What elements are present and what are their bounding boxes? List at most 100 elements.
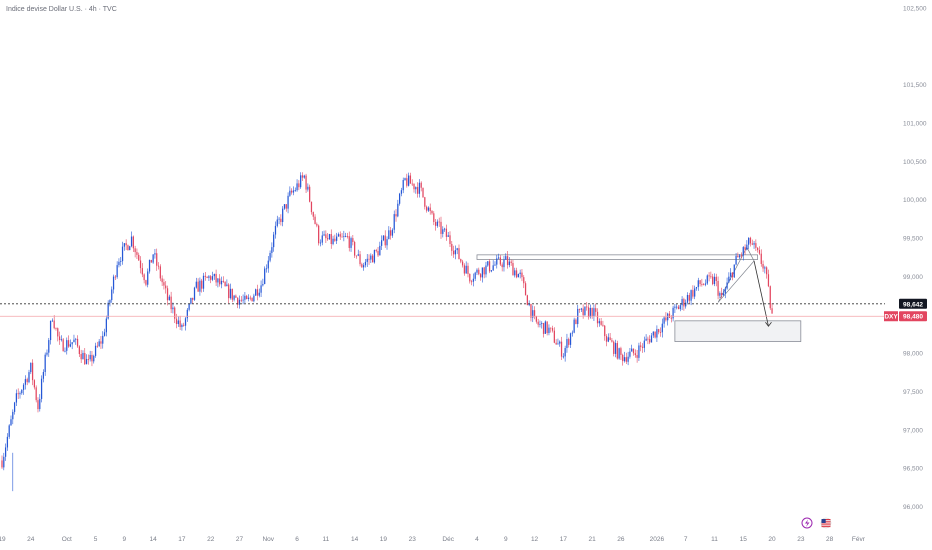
x-tick-label: 14 (150, 536, 158, 543)
candle (310, 201, 313, 215)
candle (67, 335, 70, 348)
candle (51, 318, 54, 322)
candle (746, 240, 748, 251)
candle-body (345, 235, 347, 237)
candle-body (46, 352, 48, 355)
candle-body (222, 280, 224, 282)
candle (22, 383, 25, 395)
candle (73, 334, 75, 343)
candle (728, 272, 730, 283)
candle (53, 315, 55, 330)
candle (616, 340, 618, 360)
candle (219, 274, 221, 287)
candle-body (649, 339, 651, 343)
candle (366, 254, 368, 267)
candle (280, 214, 282, 226)
target-zone (674, 320, 802, 342)
candle (316, 222, 318, 228)
candle (681, 296, 683, 310)
x-tick-label: 4 (475, 536, 479, 543)
candle-body (640, 345, 642, 347)
candle (195, 277, 197, 289)
candle (247, 294, 250, 302)
candle (255, 288, 257, 296)
flash-icon[interactable] (801, 517, 813, 529)
candle (102, 331, 104, 349)
candle-body (253, 295, 255, 302)
candle-body (64, 350, 66, 352)
candle-body (327, 238, 329, 240)
candle-body (397, 203, 399, 217)
candle (150, 259, 152, 263)
candle (336, 232, 338, 244)
candle (105, 315, 107, 337)
candle (622, 353, 624, 366)
candle-body (454, 250, 457, 255)
candle-body (679, 305, 681, 310)
candle-body (613, 341, 615, 354)
candle (672, 305, 674, 322)
candle-body (519, 272, 521, 275)
candle-body (568, 339, 570, 345)
candle-body (616, 342, 618, 359)
candle (762, 260, 764, 272)
candle-body (650, 335, 653, 343)
candle-body (461, 261, 464, 266)
candle-body (246, 295, 248, 300)
candle (742, 246, 744, 261)
candle-body (330, 234, 332, 244)
candle (708, 272, 710, 282)
candle (391, 228, 394, 238)
candle (411, 179, 413, 187)
candle (562, 353, 564, 359)
candle (492, 260, 494, 272)
candle (6, 433, 9, 451)
candle-body (301, 175, 304, 178)
candle-body (127, 245, 129, 251)
candle-body (514, 270, 516, 276)
candle (416, 182, 419, 198)
candles (1, 172, 773, 492)
candle-body (425, 206, 428, 211)
candle-body (544, 321, 546, 334)
candle-body (172, 307, 174, 310)
candle (757, 247, 759, 253)
event-badges[interactable] (801, 517, 832, 529)
candle (557, 338, 559, 345)
candle-body (665, 317, 667, 321)
candle (170, 291, 172, 314)
candle-body (116, 265, 118, 278)
candle-body (276, 219, 278, 226)
candle (514, 267, 516, 278)
candle-body (393, 214, 395, 230)
candle-body (190, 297, 192, 304)
flag-stripe (821, 520, 831, 522)
candle (699, 280, 701, 287)
us-flag-icon[interactable] (820, 517, 832, 529)
candle (215, 269, 217, 286)
candle-body (291, 190, 293, 193)
candle (287, 192, 289, 214)
candle-body (749, 237, 752, 244)
candle (229, 283, 232, 300)
x-tick-label: 11 (711, 536, 718, 543)
candle (463, 263, 466, 276)
candle (436, 219, 439, 228)
candle (422, 187, 424, 198)
candle-body (352, 238, 354, 243)
candle-body (541, 323, 543, 324)
candle-body (372, 255, 374, 263)
candle (24, 375, 27, 390)
candle-body (138, 254, 140, 261)
candle-body (307, 186, 309, 190)
candle (78, 345, 80, 358)
candle-body (420, 182, 422, 188)
candle (485, 261, 487, 278)
candle (226, 279, 228, 287)
candle (93, 354, 95, 364)
candle (296, 179, 298, 192)
candle (262, 278, 264, 287)
candle (231, 288, 233, 303)
candle-body (697, 280, 699, 287)
